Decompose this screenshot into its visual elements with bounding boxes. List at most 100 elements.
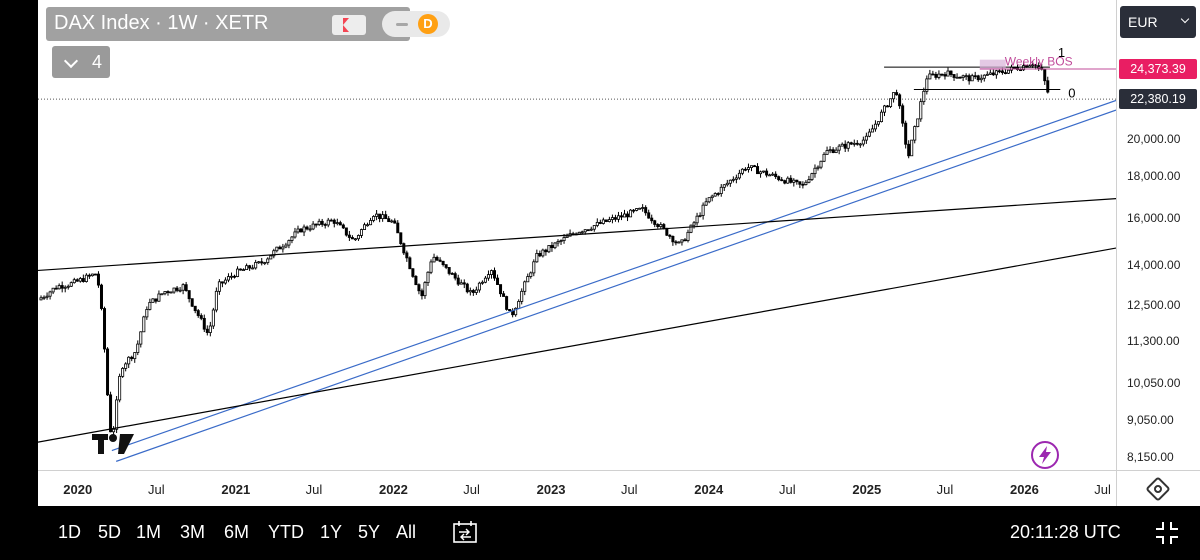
candle-body [759,171,763,175]
range-button-3m[interactable]: 3M [180,522,206,542]
candle-body [338,222,342,226]
replay-icon[interactable] [452,520,478,544]
symbol-title: DAX Index · 1W · XETR [54,12,269,34]
candle-body [931,73,935,76]
candle-body [175,287,179,291]
candle-body [831,149,835,153]
candle-body [734,177,738,180]
candle-body [75,279,79,282]
candle-body [544,249,548,253]
candle-body [864,135,868,141]
candle-body [619,215,623,218]
scale-settings[interactable] [1116,470,1200,507]
candle-body [326,219,330,226]
candle-body [266,258,270,263]
candle-body [359,229,363,236]
candle-body [106,348,110,396]
candle-body [399,232,403,245]
candle-body [311,223,315,230]
candle-body [919,101,923,120]
candle-body [753,165,757,168]
candle-body [904,122,908,145]
range-button-ytd[interactable]: YTD [268,522,304,542]
candle-body [320,220,324,225]
candle-body [69,282,73,287]
candle-body [665,227,669,236]
candle-body [356,235,360,240]
candle-body [305,226,309,230]
candle-body [248,265,252,269]
candle-body [169,291,173,294]
range-button-1m[interactable]: 1M [136,522,162,542]
candle-body [269,255,273,260]
range-button-5d[interactable]: 5D [98,522,122,542]
candle-body [329,219,333,222]
candle-body [375,213,379,217]
utc-clock[interactable]: 20:11:28 UTC [1010,522,1121,542]
settings-icon[interactable] [1145,476,1171,502]
candle-body [505,296,509,310]
candle-body [692,222,696,226]
candle-body [529,272,533,277]
candle-body [713,193,717,197]
candle-body [220,281,224,284]
range-button-5y[interactable]: 5Y [358,522,381,542]
candle-body [151,298,155,303]
candle-body [402,243,406,254]
data-badge[interactable]: D [418,14,438,34]
candle-body [142,316,146,333]
candle-body [982,74,986,79]
candle-body [813,167,817,175]
candle-body [223,279,227,284]
candle-body [51,287,55,293]
candle-body [607,219,611,222]
chart-pane[interactable]: 1 0 Weekly BOS [38,0,1116,470]
currency-selector[interactable]: EUR [1120,6,1196,38]
price-chart[interactable]: 1 0 Weekly BOS [38,0,1116,470]
candle-body [783,180,787,184]
range-button-all[interactable]: All [396,522,417,542]
time-tick-label: Jul [620,482,638,497]
close-price-tag: 22,380.19 [1119,89,1197,110]
price-scale[interactable]: 20,000.00 18,000.00 16,000.00 14,000.00 12,5… [1116,0,1200,470]
candle-body [118,375,122,401]
candle-body [710,195,714,199]
range-button-1y[interactable]: 1Y [320,522,343,542]
candle-body [233,275,237,278]
candle-body [229,275,233,278]
candle-body [393,220,397,224]
candle-body [420,290,424,297]
flag-icon[interactable] [332,15,366,35]
price-tick-label: 12,500.00 [1127,298,1181,313]
candle-body [922,90,926,103]
tradingview-logo [92,434,134,454]
candle-body [910,139,914,157]
time-tick-label: 2023 [536,482,566,497]
candle-body [366,224,370,227]
time-scale[interactable]: 2020 Jul 2021 Jul 2022 Jul 2023 Jul 2024 Jul 2025 J… [38,470,1116,507]
indicator-toggle-button[interactable]: 4 [52,46,110,78]
range-button-1d[interactable]: 1D [58,522,82,542]
range-button-6m[interactable]: 6M [224,522,250,542]
candle-body [347,234,351,238]
flash-icon[interactable] [1030,440,1060,470]
candle-body [57,285,61,290]
candle-body [426,271,430,284]
candle-body [991,72,995,76]
candle-body [958,76,962,79]
minus-icon[interactable] [396,23,408,26]
candle-body [997,70,1001,73]
candle-body [411,268,415,277]
legend-controls[interactable]: D [382,11,450,37]
candle-body [644,207,648,214]
candle-body [211,309,215,327]
fullscreen-icon[interactable] [1154,520,1180,546]
candle-body [1043,68,1047,82]
candle-body [961,75,965,78]
price-tick-label: 9,050.00 [1127,412,1174,427]
candle-body [112,428,116,433]
candle-body [217,281,221,292]
candle-body [973,75,977,78]
last-price-tag: 24,373.39 [1119,58,1197,79]
symbol-legend[interactable]: DAX Index · 1W · XETR D [46,7,450,41]
